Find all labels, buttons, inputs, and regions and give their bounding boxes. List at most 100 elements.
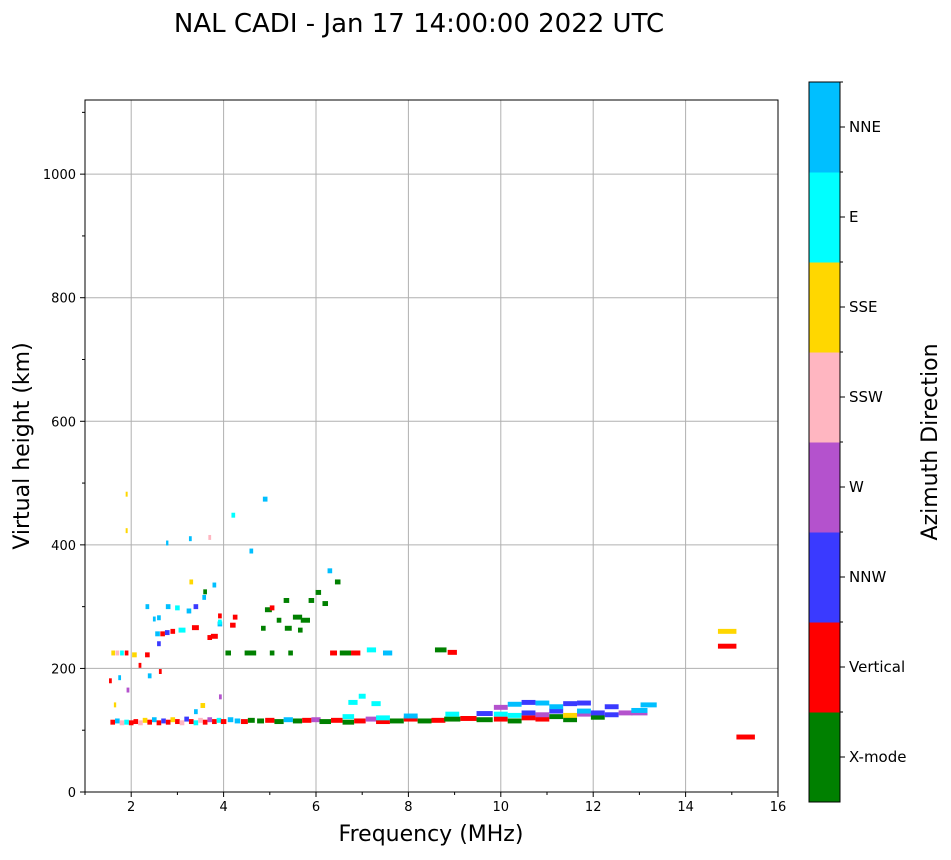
echo-sse bbox=[113, 702, 117, 708]
echo-vertical bbox=[354, 718, 366, 724]
echo-x-mode bbox=[283, 597, 290, 603]
echo-x-mode bbox=[244, 650, 257, 656]
echo-nne bbox=[283, 717, 293, 723]
echo-x-mode bbox=[342, 719, 355, 725]
echo-vertical bbox=[493, 716, 508, 722]
echo-nnw bbox=[161, 718, 166, 724]
axis-ticks: 2 4 6 8 10 12 14 16 0 200 400 600 800 1000 bbox=[43, 111, 786, 815]
echo-e bbox=[231, 512, 236, 518]
echo-x-mode bbox=[389, 718, 404, 724]
echo-nne bbox=[631, 707, 648, 713]
echo-ssw bbox=[208, 534, 212, 540]
echo-nne bbox=[166, 540, 169, 546]
echo-x-mode bbox=[339, 650, 352, 656]
echo-nne bbox=[640, 702, 657, 708]
echo-e bbox=[342, 714, 355, 720]
echo-sse bbox=[200, 703, 206, 708]
echo-x-mode bbox=[315, 589, 322, 595]
echo-vertical bbox=[128, 720, 134, 726]
echo-points bbox=[109, 491, 755, 740]
x-tick-label: 12 bbox=[585, 800, 602, 815]
colorbar-segment bbox=[809, 532, 840, 623]
echo-nne bbox=[118, 675, 122, 681]
echo-w bbox=[126, 687, 130, 693]
echo-x-mode bbox=[284, 625, 292, 631]
echo-x-mode bbox=[590, 714, 605, 720]
echo-vertical bbox=[160, 631, 165, 637]
echo-e bbox=[507, 712, 522, 718]
echo-x-mode bbox=[247, 717, 255, 723]
echo-nne bbox=[327, 568, 333, 574]
colorbar-segment bbox=[809, 172, 840, 263]
echo-sse bbox=[125, 528, 128, 534]
echo-w bbox=[535, 712, 550, 718]
y-tick-label: 200 bbox=[51, 662, 76, 677]
echo-nne bbox=[212, 582, 217, 588]
echo-e bbox=[218, 619, 222, 625]
echo-x-mode bbox=[334, 579, 341, 585]
plot-frame bbox=[84, 99, 779, 793]
echo-nnw bbox=[521, 699, 536, 705]
echo-vertical bbox=[218, 613, 222, 619]
echo-nne bbox=[157, 615, 161, 621]
echo-nne bbox=[188, 536, 192, 542]
colorbar-segment bbox=[809, 352, 840, 443]
echo-nnw bbox=[549, 708, 564, 714]
echo-w bbox=[618, 710, 633, 716]
echo-ssw bbox=[138, 720, 143, 726]
echo-vertical bbox=[133, 719, 139, 725]
echo-vertical bbox=[212, 719, 217, 725]
echo-e bbox=[120, 650, 124, 656]
colorbar-label: SSE bbox=[849, 298, 878, 316]
echo-vertical bbox=[230, 622, 236, 628]
echo-x-mode bbox=[308, 597, 315, 603]
echo-nne bbox=[147, 673, 152, 679]
echo-nne bbox=[577, 708, 591, 714]
echo-vertical bbox=[240, 719, 248, 725]
echo-vertical bbox=[351, 650, 361, 656]
echo-x-mode bbox=[276, 617, 282, 623]
echo-vertical bbox=[447, 649, 457, 655]
echo-w bbox=[207, 717, 213, 723]
echo-vertical bbox=[431, 717, 446, 723]
echo-nne bbox=[155, 631, 160, 637]
colorbar-label: E bbox=[849, 208, 858, 226]
echo-sse bbox=[170, 717, 176, 723]
echo-w bbox=[365, 716, 378, 722]
echo-sse bbox=[111, 650, 116, 656]
y-tick-label: 800 bbox=[51, 292, 76, 307]
echo-sse bbox=[189, 579, 194, 585]
echo-nnw bbox=[193, 604, 199, 610]
echo-nnw bbox=[563, 701, 578, 707]
x-tick-label: 14 bbox=[677, 800, 694, 815]
echo-nnw bbox=[521, 710, 536, 716]
echo-vertical bbox=[210, 633, 218, 639]
echo-ssw bbox=[119, 720, 125, 726]
grid bbox=[85, 100, 779, 793]
echo-x-mode bbox=[225, 650, 231, 656]
echo-vertical bbox=[145, 652, 150, 658]
echo-nnw bbox=[604, 712, 619, 718]
colorbar-frame bbox=[808, 81, 841, 803]
x-tick-label: 2 bbox=[127, 800, 135, 815]
echo-nnw bbox=[184, 716, 189, 722]
echo-vertical bbox=[191, 625, 199, 631]
echo-w bbox=[218, 694, 222, 700]
echo-nne bbox=[227, 717, 234, 723]
echo-nne bbox=[382, 650, 393, 656]
echo-ssw bbox=[115, 650, 120, 656]
echo-x-mode bbox=[322, 601, 329, 607]
echo-e bbox=[178, 627, 186, 633]
echo-w bbox=[311, 717, 321, 723]
echo-vertical bbox=[109, 678, 112, 684]
echo-x-mode bbox=[269, 650, 275, 656]
echo-vertical bbox=[403, 716, 418, 722]
echo-e bbox=[366, 647, 377, 653]
echo-ssw bbox=[179, 720, 185, 726]
colorbar-segment bbox=[809, 622, 840, 713]
echo-vertical bbox=[158, 669, 162, 674]
echo-nne bbox=[115, 718, 120, 724]
echo-sse bbox=[142, 717, 148, 723]
echo-e bbox=[175, 605, 180, 611]
echo-x-mode bbox=[292, 718, 303, 724]
